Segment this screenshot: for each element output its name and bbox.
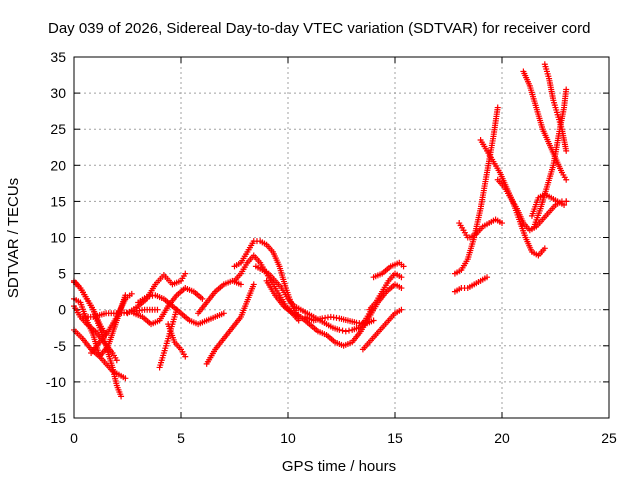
- x-tick-label: 20: [494, 430, 510, 446]
- y-tick-label: 20: [50, 157, 66, 173]
- data-point: [220, 310, 227, 317]
- series-track: [130, 285, 206, 328]
- data-points: [71, 61, 570, 400]
- data-point: [173, 306, 180, 313]
- chart-title: Day 039 of 2026, Sidereal Day-to-day VTE…: [48, 20, 590, 37]
- series-track: [456, 220, 471, 241]
- series-track: [88, 290, 135, 357]
- y-axis-label: SDTVAR / TECUs: [5, 178, 22, 298]
- data-point: [400, 263, 407, 270]
- data-point: [563, 147, 570, 154]
- data-point: [563, 198, 570, 205]
- data-point: [336, 326, 343, 333]
- data-point: [398, 285, 405, 292]
- x-tick-label: 10: [280, 430, 296, 446]
- data-point: [499, 220, 505, 227]
- x-tick-label: 15: [387, 430, 403, 446]
- series-track: [528, 191, 570, 219]
- data-point: [563, 176, 570, 183]
- data-point: [484, 274, 491, 281]
- data-point: [561, 202, 568, 209]
- data-point: [339, 327, 346, 334]
- data-point: [370, 317, 377, 324]
- series-track: [71, 303, 120, 364]
- series-track: [165, 321, 189, 360]
- axis-ticks: 0 5 10 15 20 25 -15 -10 -5 0 5 10 15 20 25 30 35: [46, 49, 617, 446]
- y-tick-label: 30: [50, 85, 66, 101]
- series-track: [359, 306, 405, 353]
- series-track: [370, 259, 407, 281]
- data-point: [199, 295, 206, 302]
- y-tick-label: -10: [46, 374, 66, 390]
- series-track: [541, 61, 570, 154]
- y-tick-label: 5: [58, 266, 66, 282]
- data-point: [345, 327, 352, 334]
- data-point: [182, 353, 189, 360]
- data-point: [541, 245, 548, 252]
- grid-lines: [74, 57, 609, 418]
- x-tick-label: 0: [70, 430, 78, 446]
- data-point: [398, 274, 405, 281]
- plot-frame: [73, 56, 610, 419]
- data-point: [182, 270, 189, 277]
- y-tick-label: 10: [50, 230, 66, 246]
- data-point: [237, 281, 244, 288]
- series-track: [231, 238, 302, 320]
- data-point: [398, 306, 405, 313]
- data-point: [128, 290, 135, 297]
- series-track: [135, 292, 227, 328]
- x-tick-label: 25: [601, 430, 617, 446]
- series-track: [263, 277, 405, 349]
- series-track: [71, 277, 110, 338]
- series-track: [302, 313, 377, 328]
- series-track: [195, 277, 244, 317]
- data-point: [563, 86, 570, 93]
- y-tick-label: -15: [46, 410, 66, 426]
- data-point: [154, 306, 161, 313]
- data-point: [122, 375, 129, 382]
- data-point: [250, 281, 257, 288]
- data-point: [113, 357, 120, 364]
- series-track: [203, 281, 257, 367]
- series-track: [451, 274, 491, 295]
- y-tick-label: -5: [54, 338, 67, 354]
- data-point: [342, 328, 349, 335]
- x-axis-label: GPS time / hours: [282, 458, 396, 475]
- y-tick-label: 0: [58, 302, 66, 318]
- data-point: [118, 393, 125, 400]
- x-tick-label: 5: [177, 430, 185, 446]
- series-track: [466, 216, 505, 241]
- series-track: [156, 306, 180, 371]
- series-track: [520, 68, 570, 183]
- y-tick-label: 35: [50, 49, 66, 65]
- y-tick-label: 15: [50, 193, 66, 209]
- y-tick-label: 25: [50, 121, 66, 137]
- data-point: [494, 104, 501, 111]
- series-track: [366, 270, 405, 313]
